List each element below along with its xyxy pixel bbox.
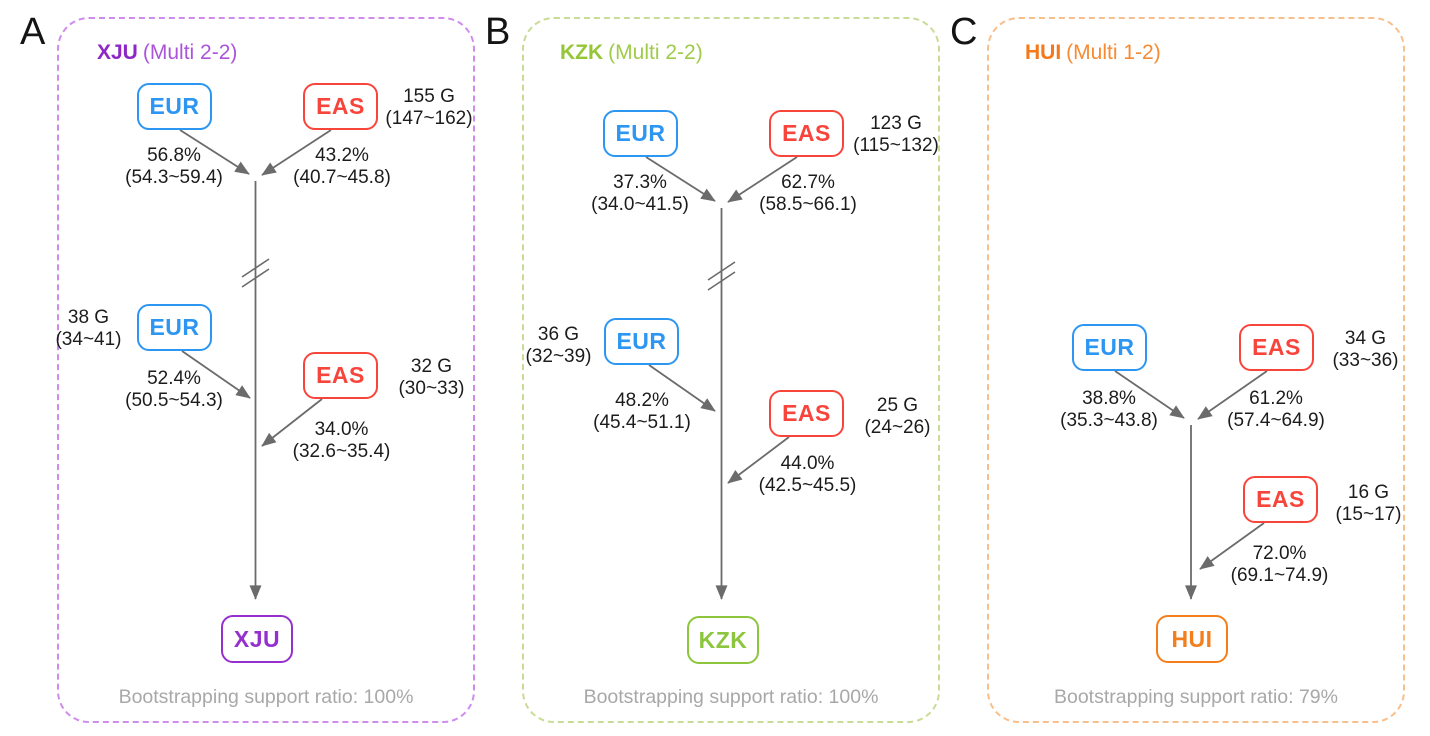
bootstrap-support-text: Bootstrapping support ratio: 100% [118,686,414,708]
target-node-xju: XJU [221,615,293,663]
generation-value: 25 G [876,395,919,416]
generation-ci: (30~33) [398,377,465,399]
proportion-ci: (45.4~51.1) [593,411,691,433]
source-node-eur: EUR [603,110,678,157]
proportion-ci: (69.1~74.9) [1230,564,1329,586]
proportion-ci: (57.4~64.9) [1227,409,1325,431]
generation-label: 34 G (33~36) [1323,328,1408,371]
proportion-value: 38.8% [1082,388,1136,409]
generation-value: 32 G [410,356,453,377]
generation-ci: (32~39) [525,345,592,367]
panel-title-population: XJU [97,41,138,64]
proportion-value: 56.8% [147,145,201,166]
proportion-ci: (34.0~41.5) [591,193,689,215]
panel-title-population: HUI [1025,41,1062,64]
proportion-value: 44.0% [780,453,835,474]
panel-title-model: (Multi 2-2) [142,41,238,64]
proportion-label: 37.3% (34.0~41.5) [585,172,695,215]
source-node-eur: EUR [604,318,679,365]
panel-title-population: KZK [560,41,604,64]
proportion-ci: (32.6~35.4) [292,440,391,462]
proportion-ci: (54.3~59.4) [125,166,223,188]
panel-title: HUI (Multi 1-2) [1025,41,1161,65]
generation-label: 25 G (24~26) [855,395,940,438]
generation-value: 123 G [870,113,922,134]
proportion-label: 56.8% (54.3~59.4) [119,145,229,188]
generation-ci: (34~41) [55,328,122,350]
proportion-ci: (40.7~45.8) [293,166,391,188]
generation-label: 123 G (115~132) [846,113,946,156]
source-node-eas: EAS [1243,476,1318,523]
proportion-value: 37.3% [613,172,667,193]
generation-value: 38 G [67,307,110,328]
panel-title-model: (Multi 1-2) [1066,41,1161,64]
proportion-value: 52.4% [147,368,201,389]
proportion-ci: (58.5~66.1) [759,193,857,215]
proportion-label: 52.4% (50.5~54.3) [119,368,229,411]
panel-title: XJU (Multi 2-2) [97,41,237,65]
generation-ci: (24~26) [864,416,931,438]
proportion-value: 72.0% [1252,543,1307,564]
proportion-label: 44.0% (42.5~45.5) [751,453,864,496]
target-node-kzk: KZK [687,616,759,664]
proportion-ci: (35.3~43.8) [1060,409,1158,431]
proportion-label: 34.0% (32.6~35.4) [285,419,398,462]
proportion-ci: (50.5~54.3) [125,389,223,411]
generation-value: 34 G [1344,328,1387,349]
generation-value: 36 G [537,324,580,345]
generation-value: 16 G [1347,482,1390,503]
proportion-label: 62.7% (58.5~66.1) [753,172,863,215]
source-node-eur: EUR [137,304,212,351]
proportion-label: 72.0% (69.1~74.9) [1223,543,1336,586]
generation-label: 32 G (30~33) [389,356,474,399]
panel-letter-c: C [950,11,978,53]
source-node-eas: EAS [769,110,844,157]
panel-title: KZK (Multi 2-2) [560,41,703,65]
source-node-eur: EUR [137,83,212,130]
generation-ci: (15~17) [1335,503,1402,525]
panel-title-model: (Multi 2-2) [608,41,703,64]
proportion-value: 48.2% [615,390,669,411]
proportion-label: 61.2% (57.4~64.9) [1221,388,1331,431]
proportion-value: 43.2% [315,145,369,166]
panel-letter-b: B [485,11,511,53]
generation-ci: (115~132) [853,134,939,156]
source-node-eas: EAS [1239,324,1314,371]
bootstrap-support-text: Bootstrapping support ratio: 100% [583,686,879,708]
generation-ci: (147~162) [385,107,473,129]
proportion-label: 48.2% (45.4~51.1) [587,390,697,433]
proportion-value: 62.7% [781,172,835,193]
generation-label: 155 G (147~162) [379,86,479,129]
panel-letter-a: A [20,11,46,53]
generation-value: 155 G [403,86,455,107]
panel-xju: XJU (Multi 2-2) EUR EAS 155 G (147~162) 5… [55,17,475,723]
source-node-eas: EAS [769,390,844,437]
target-node-hui: HUI [1156,615,1228,663]
generation-label: 38 G (34~41) [46,307,131,350]
generation-ci: (33~36) [1332,349,1399,371]
proportion-ci: (42.5~45.5) [758,474,857,496]
bootstrap-support-text: Bootstrapping support ratio: 79% [1053,686,1338,708]
source-node-eas: EAS [303,352,378,399]
panel-hui: HUI (Multi 1-2) EUR EAS 34 G (33~36) 38.8… [987,17,1405,723]
generation-label: 36 G (32~39) [516,324,601,367]
proportion-label: 43.2% (40.7~45.8) [287,145,397,188]
proportion-value: 61.2% [1249,388,1303,409]
source-node-eas: EAS [303,83,378,130]
source-node-eur: EUR [1072,324,1147,371]
proportion-value: 34.0% [314,419,369,440]
panel-kzk: KZK (Multi 2-2) EUR EAS 123 G (115~132) 3… [522,17,940,723]
generation-label: 16 G (15~17) [1326,482,1411,525]
proportion-label: 38.8% (35.3~43.8) [1054,388,1164,431]
